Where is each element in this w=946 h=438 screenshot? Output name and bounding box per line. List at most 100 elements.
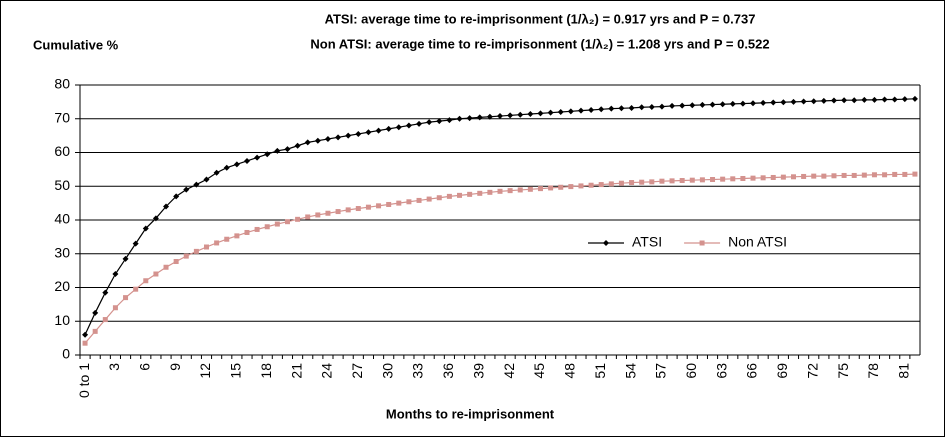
data-point [598, 106, 605, 113]
x-tick-label: 18 [258, 363, 274, 379]
x-tick-label: 27 [349, 363, 365, 379]
data-point [324, 136, 331, 142]
data-point [132, 240, 139, 247]
data-point [163, 264, 169, 270]
x-tick-label: 75 [835, 363, 851, 379]
data-point [183, 186, 190, 193]
x-tick-label: 36 [440, 363, 456, 379]
data-point [780, 174, 786, 180]
data-point [163, 203, 170, 210]
data-point [730, 176, 736, 182]
x-tick-label: 6 [136, 363, 152, 371]
data-point [295, 216, 301, 222]
data-point [871, 96, 878, 103]
data-point [345, 132, 352, 139]
data-point [740, 175, 746, 181]
data-point [406, 199, 412, 205]
data-point [345, 207, 351, 213]
data-point [436, 118, 443, 125]
x-tick-label: 12 [197, 363, 213, 379]
data-point [629, 180, 635, 186]
data-point [861, 96, 868, 103]
data-point [274, 221, 280, 227]
data-point [851, 97, 858, 104]
data-point [152, 215, 159, 222]
data-point [649, 179, 655, 185]
data-point [223, 164, 230, 171]
x-tick-label: 72 [804, 363, 820, 379]
data-point [284, 219, 290, 225]
data-point [173, 259, 179, 265]
data-point [578, 183, 584, 189]
y-tick-label: 30 [54, 244, 70, 260]
data-point [639, 179, 645, 185]
data-point [750, 100, 757, 107]
data-point [264, 151, 271, 158]
data-point [396, 200, 402, 206]
data-point [689, 102, 696, 109]
data-point [456, 115, 463, 122]
data-point [507, 188, 513, 194]
data-point [335, 209, 341, 215]
x-tick-label: 81 [896, 363, 912, 379]
y-axis-label: Cumulative % [33, 37, 119, 52]
data-point [254, 154, 261, 161]
data-point [112, 271, 119, 277]
data-point [699, 177, 705, 183]
data-point [426, 119, 433, 126]
data-point [274, 147, 281, 154]
data-point [861, 172, 867, 178]
data-point [558, 184, 564, 190]
data-point [92, 328, 98, 334]
y-tick-label: 0 [62, 346, 70, 362]
data-point [770, 99, 777, 106]
data-point [335, 134, 342, 141]
data-point [881, 96, 888, 103]
data-point [669, 102, 676, 109]
data-point [821, 173, 827, 179]
x-tick-label: 21 [288, 363, 304, 379]
x-tick-label: 30 [379, 363, 395, 379]
data-point [305, 214, 311, 220]
data-point [315, 212, 321, 218]
data-point [720, 176, 726, 182]
data-point [102, 317, 108, 323]
data-point [710, 177, 716, 182]
data-point [214, 240, 220, 246]
data-point [243, 157, 250, 164]
x-tick-label: 42 [501, 363, 517, 379]
data-point [608, 105, 615, 112]
title-line: ATSI: average time to re-imprisonment (1… [325, 11, 756, 26]
data-point [598, 182, 604, 188]
data-point [841, 172, 847, 178]
data-point [143, 278, 149, 284]
data-point [365, 129, 372, 136]
data-point [375, 127, 382, 134]
data-point [486, 113, 493, 120]
data-point [355, 206, 361, 212]
data-point [234, 233, 240, 239]
data-point [659, 178, 665, 184]
data-point [547, 109, 554, 116]
data-point [244, 229, 250, 235]
legend-label: ATSI [632, 234, 662, 250]
title-line: Non ATSI: average time to re-imprisonmen… [310, 36, 769, 51]
data-point [517, 111, 524, 118]
data-point [254, 226, 260, 232]
data-point [709, 101, 716, 108]
data-point [213, 169, 220, 176]
data-point [476, 114, 483, 121]
legend-marker [699, 240, 705, 246]
data-point [446, 117, 453, 124]
y-tick-label: 20 [54, 278, 70, 294]
data-point [760, 99, 767, 106]
data-point [830, 97, 837, 104]
data-point [638, 104, 645, 111]
data-point [497, 188, 503, 194]
data-point [517, 187, 523, 193]
x-tick-label: 78 [865, 363, 881, 379]
data-point [912, 171, 918, 177]
data-point [224, 236, 230, 242]
x-tick-label: 24 [319, 363, 335, 379]
